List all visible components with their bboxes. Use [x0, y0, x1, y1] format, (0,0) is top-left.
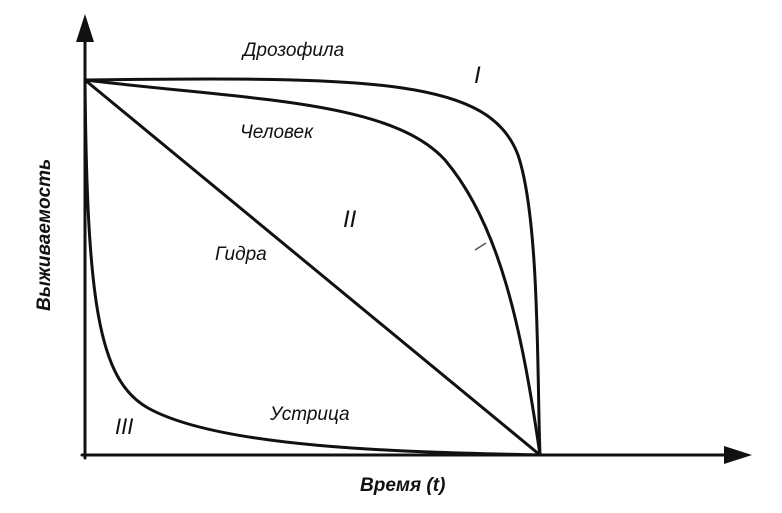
curve-hydra — [83, 78, 542, 457]
stray-mark — [474, 242, 487, 251]
label-human: Человек — [240, 122, 314, 143]
x-axis-label: Время (t) — [360, 475, 446, 496]
curve-drosophila — [83, 77, 542, 457]
label-drosophila: Дрозофила — [243, 40, 345, 61]
curve-human — [83, 78, 542, 457]
y-axis-arrow — [76, 14, 94, 42]
label-oyster: Устрица — [270, 404, 350, 425]
label-type-ii: II — [343, 206, 357, 233]
y-axis-label: Выживаемость — [34, 158, 55, 311]
label-type-iii: III — [115, 414, 134, 439]
curve-oyster — [83, 78, 542, 457]
label-type-i: I — [474, 62, 481, 89]
x-axis-arrow — [724, 446, 752, 464]
label-hydra: Гидра — [215, 244, 267, 265]
